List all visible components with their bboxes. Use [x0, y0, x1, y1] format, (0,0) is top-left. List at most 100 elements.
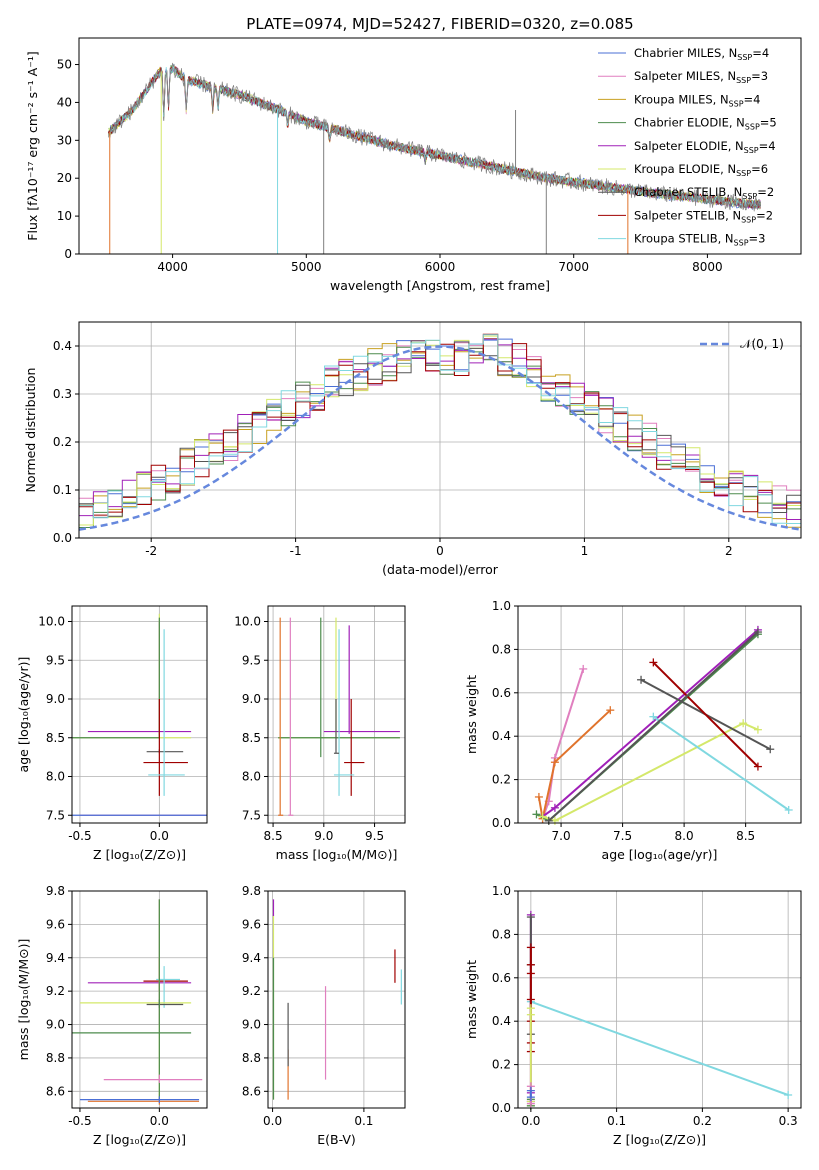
series-line — [537, 709, 611, 819]
y-tick-label: 10.0 — [38, 615, 65, 629]
axes-frame — [267, 605, 406, 824]
y-tick-label: 0.2 — [492, 773, 511, 787]
x-tick-label: 0.0 — [263, 1114, 282, 1128]
y-tick-label: 30 — [57, 133, 72, 147]
x-tick-label: 7.5 — [613, 829, 632, 843]
series-line — [542, 722, 759, 822]
x-tick-label: 1 — [581, 544, 589, 558]
legend-label-text: Chabrier MILES, N — [634, 46, 737, 60]
series-line — [652, 715, 790, 811]
x-tick-label: 5000 — [291, 260, 322, 274]
x-tick-label: -0.5 — [68, 1114, 91, 1128]
x-axis-label: age [log₁₀(age/yr)] — [602, 847, 718, 862]
axes-frame — [71, 605, 208, 824]
y-tick-label: 8.5 — [242, 731, 261, 745]
legend-label-sub: SSP — [741, 215, 756, 224]
legend-label-text: Salpeter MILES, N — [634, 69, 736, 83]
y-axis-label: mass weight — [464, 675, 479, 754]
y-tick-label: 9.6 — [242, 917, 261, 931]
x-axis-label: wavelength [Angstrom, rest frame] — [330, 278, 550, 293]
x-tick-label: 4000 — [157, 260, 188, 274]
x-axis-label: Z [log₁₀(Z/Z⊙)] — [93, 847, 186, 862]
axes-frame — [71, 890, 208, 1109]
y-tick-label: 9.5 — [242, 653, 261, 667]
series-line — [542, 629, 759, 818]
legend-label-suffix: =4 — [752, 46, 769, 60]
legend-label: 𝒩(0, 1) — [740, 337, 784, 351]
y-tick-label: 9.2 — [46, 984, 65, 998]
legend-label-sub: SSP — [745, 123, 760, 132]
y-tick-label: 8.8 — [46, 1051, 65, 1065]
legend-label: Salpeter ELODIE, NSSP=4 — [634, 139, 776, 155]
legend-label-suffix: =4 — [744, 92, 761, 106]
x-axis-label: (data-model)/error — [382, 562, 499, 577]
legend-label: Kroupa ELODIE, NSSP=6 — [634, 162, 768, 178]
legend-label-sub: SSP — [736, 169, 751, 178]
x-tick-label: 0 — [436, 544, 444, 558]
x-tick-label: 9.5 — [365, 829, 384, 843]
x-tick-label: 0.3 — [779, 1114, 798, 1128]
x-axis-label: Z [log₁₀(Z/Z⊙)] — [613, 1132, 706, 1147]
x-tick-label: 8.5 — [264, 829, 283, 843]
legend-label: Chabrier ELODIE, NSSP=5 — [634, 116, 777, 132]
legend-label-sub: SSP — [729, 99, 744, 108]
legend-label: Salpeter STELIB, NSSP=2 — [634, 208, 773, 224]
y-tick-label: 8.8 — [242, 1051, 261, 1065]
mass-weight-vs-metallicity-panel: 0.0 0.1 0.2 0.3 0.0 0.2 0.4 0.6 0.8 1.0 Z [log₁₀(Z… — [464, 884, 802, 1147]
residual-histogram-panel: -2 -1 0 1 2 0.0 0.1 0.2 0.3 0.4 (data-model)/error… — [23, 321, 802, 577]
x-tick-label: 0.2 — [693, 1114, 712, 1128]
y-tick-label: 0.1 — [53, 483, 72, 497]
y-tick-label: 1.0 — [492, 599, 511, 613]
y-axis-label: age [log₁₀(age/yr)] — [16, 657, 31, 773]
y-tick-label: 9.8 — [242, 884, 261, 898]
x-tick-label: 8.0 — [675, 829, 694, 843]
series-line — [530, 1000, 789, 1096]
y-tick-label: 20 — [57, 171, 72, 185]
y-tick-label: 0.0 — [492, 1101, 511, 1115]
y-tick-label: 7.5 — [242, 808, 261, 822]
y-tick-label: 8.6 — [242, 1084, 261, 1098]
y-tick-label: 8.6 — [46, 1084, 65, 1098]
legend-label: Kroupa STELIB, NSSP=3 — [634, 232, 765, 248]
series-line — [548, 631, 759, 822]
y-tick-label: 0.6 — [492, 686, 511, 700]
y-tick-label: 0.3 — [53, 387, 72, 401]
y-tick-label: 50 — [57, 58, 72, 72]
x-tick-label: 6000 — [425, 260, 456, 274]
figure-title: PLATE=0974, MJD=52427, FIBERID=0320, z=0… — [246, 15, 633, 33]
axes-frame — [267, 890, 406, 1109]
y-tick-label: 10.0 — [234, 615, 261, 629]
mass-weight-vs-age-panel: 7.0 7.5 8.0 8.5 0.0 0.2 0.4 0.6 0.8 1.0 age [log₁₀… — [464, 599, 802, 862]
y-tick-label: 0.2 — [53, 435, 72, 449]
y-tick-label: 7.5 — [46, 808, 65, 822]
x-axis-label: mass [log₁₀(M/M⊙)] — [276, 847, 398, 862]
y-tick-label: 0.4 — [53, 339, 72, 353]
x-tick-label: 0.0 — [150, 829, 169, 843]
y-tick-label: 0 — [64, 247, 72, 261]
series-line — [652, 661, 759, 768]
y-axis-label: mass weight — [464, 960, 479, 1039]
legend-label-text: Chabrier STELIB, N — [634, 185, 742, 199]
y-tick-label: 8.5 — [46, 731, 65, 745]
y-tick-label: 9.8 — [46, 884, 65, 898]
x-tick-label: 7.0 — [552, 829, 571, 843]
y-axis-label: Flux [fλ10⁻¹⁷ erg cm⁻² s⁻¹ A⁻¹] — [25, 51, 40, 240]
legend-label-suffix: =3 — [749, 232, 766, 246]
y-tick-label: 0.0 — [492, 816, 511, 830]
legend-label-text: Kroupa STELIB, N — [634, 232, 734, 246]
x-tick-label: 8000 — [692, 260, 723, 274]
x-tick-label: 0.1 — [354, 1114, 373, 1128]
y-tick-label: 9.4 — [46, 951, 65, 965]
y-tick-label: 10 — [57, 209, 72, 223]
mass-vs-metallicity-panel: -0.5 0.0 8.6 8.8 9.0 9.2 9.4 9.6 9.8 Z [log₁₀(Z/Z… — [16, 884, 208, 1147]
legend-label: Kroupa MILES, NSSP=4 — [634, 92, 760, 108]
y-tick-label: 9.6 — [46, 917, 65, 931]
legend-label-suffix: =6 — [751, 162, 768, 176]
legend-label-suffix: =4 — [759, 139, 776, 153]
y-axis-label: Normed distribution — [23, 368, 38, 493]
histogram-step — [79, 334, 801, 524]
x-tick-label: 0.0 — [521, 1114, 540, 1128]
legend-label-suffix: =3 — [751, 69, 768, 83]
axes-frame — [517, 890, 802, 1109]
